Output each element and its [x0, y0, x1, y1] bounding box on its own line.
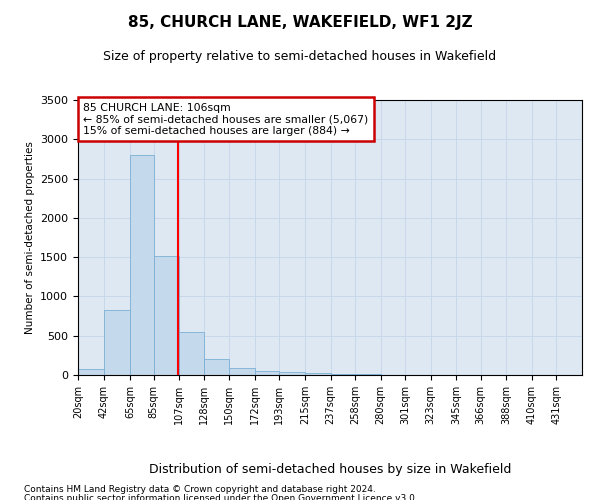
Text: 85, CHURCH LANE, WAKEFIELD, WF1 2JZ: 85, CHURCH LANE, WAKEFIELD, WF1 2JZ: [128, 15, 472, 30]
Text: Distribution of semi-detached houses by size in Wakefield: Distribution of semi-detached houses by …: [149, 462, 511, 475]
Bar: [154, 256, 179, 375]
Text: Contains HM Land Registry data © Crown copyright and database right 2024.: Contains HM Land Registry data © Crown c…: [24, 485, 376, 494]
Bar: [305, 374, 331, 375]
Bar: [104, 310, 130, 375]
Text: Size of property relative to semi-detached houses in Wakefield: Size of property relative to semi-detach…: [103, 50, 497, 63]
Bar: [130, 155, 154, 375]
Y-axis label: Number of semi-detached properties: Number of semi-detached properties: [25, 141, 35, 334]
Bar: [204, 360, 229, 375]
Bar: [331, 374, 355, 375]
Bar: [280, 372, 305, 375]
Bar: [78, 368, 104, 375]
Text: Contains public sector information licensed under the Open Government Licence v3: Contains public sector information licen…: [24, 494, 418, 500]
Bar: [355, 374, 380, 375]
Bar: [229, 368, 255, 375]
Bar: [179, 332, 204, 375]
Bar: [255, 371, 280, 375]
Text: 85 CHURCH LANE: 106sqm
← 85% of semi-detached houses are smaller (5,067)
15% of : 85 CHURCH LANE: 106sqm ← 85% of semi-det…: [83, 103, 368, 136]
